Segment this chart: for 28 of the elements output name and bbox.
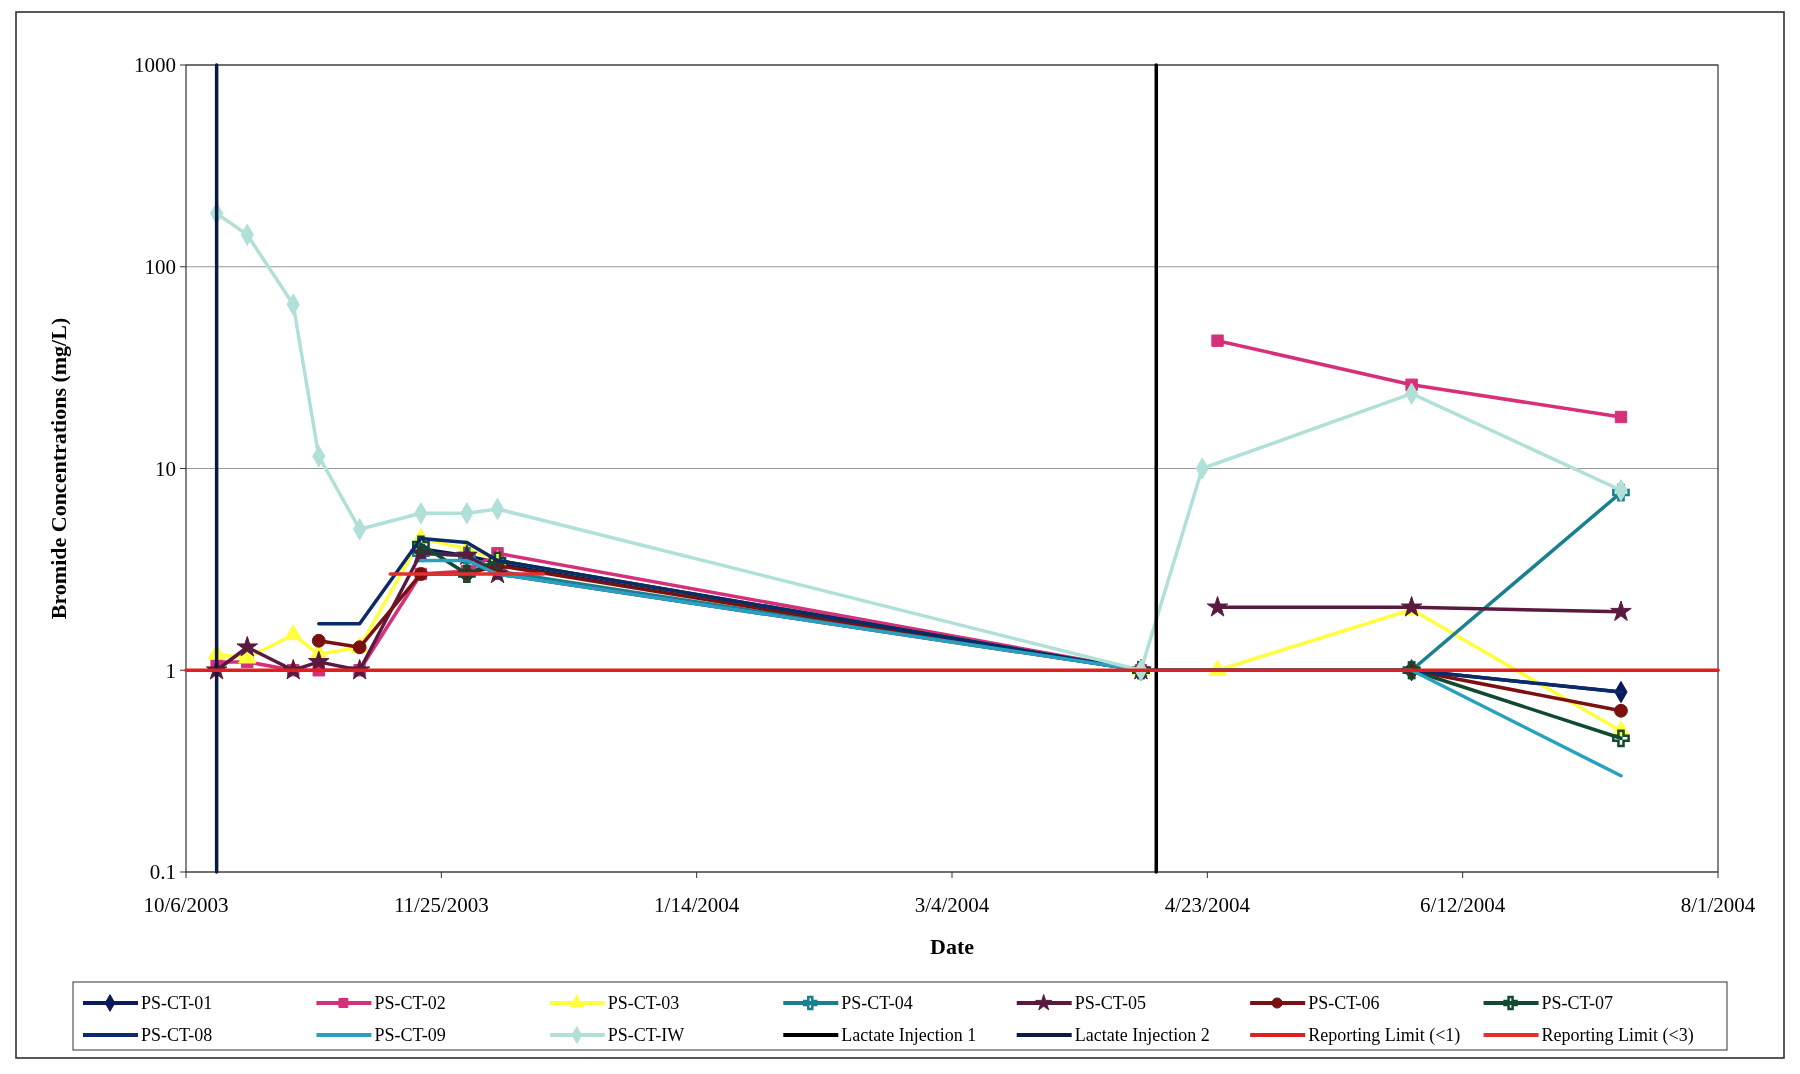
x-tick-label: 6/12/2004 — [1420, 893, 1506, 917]
y-tick-label: 10 — [155, 456, 176, 481]
legend-label: PS-CT-06 — [1308, 993, 1380, 1014]
x-tick-label: 10/6/2003 — [143, 893, 229, 917]
x-tick-label: 3/4/2004 — [914, 893, 990, 917]
y-tick-label: 1 — [165, 658, 176, 683]
legend-label: PS-CT-07 — [1541, 993, 1613, 1014]
legend-label: PS-CT-02 — [374, 993, 446, 1014]
legend-label: PS-CT-08 — [141, 1025, 213, 1046]
legend-label: PS-CT-09 — [374, 1025, 446, 1046]
x-tick-label: 8/1/2004 — [1680, 893, 1756, 917]
legend-label: Lactate Injection 2 — [1074, 1025, 1210, 1046]
legend-label: PS-CT-IW — [607, 1025, 685, 1046]
y-tick-label: 0.1 — [149, 860, 176, 885]
legend-label: PS-CT-05 — [1074, 993, 1147, 1014]
legend-label: Lactate Injection 1 — [841, 1025, 977, 1046]
legend-label: Reporting Limit (<1) — [1308, 1025, 1461, 1047]
y-axis-title: Bromide Concentrations (mg/L) — [46, 317, 71, 620]
legend-label: Reporting Limit (<3) — [1541, 1025, 1694, 1047]
x-tick-label: 4/23/2004 — [1164, 893, 1251, 917]
y-tick-label: 100 — [144, 255, 176, 280]
legend-label: PS-CT-01 — [141, 993, 213, 1014]
legend-label: PS-CT-04 — [841, 993, 913, 1014]
legend-label: PS-CT-03 — [607, 993, 680, 1014]
x-axis-title: Date — [930, 934, 975, 959]
x-tick-label: 11/25/2003 — [393, 893, 489, 917]
x-tick-label: 1/14/2004 — [654, 893, 740, 917]
y-tick-label: 1000 — [134, 53, 176, 78]
